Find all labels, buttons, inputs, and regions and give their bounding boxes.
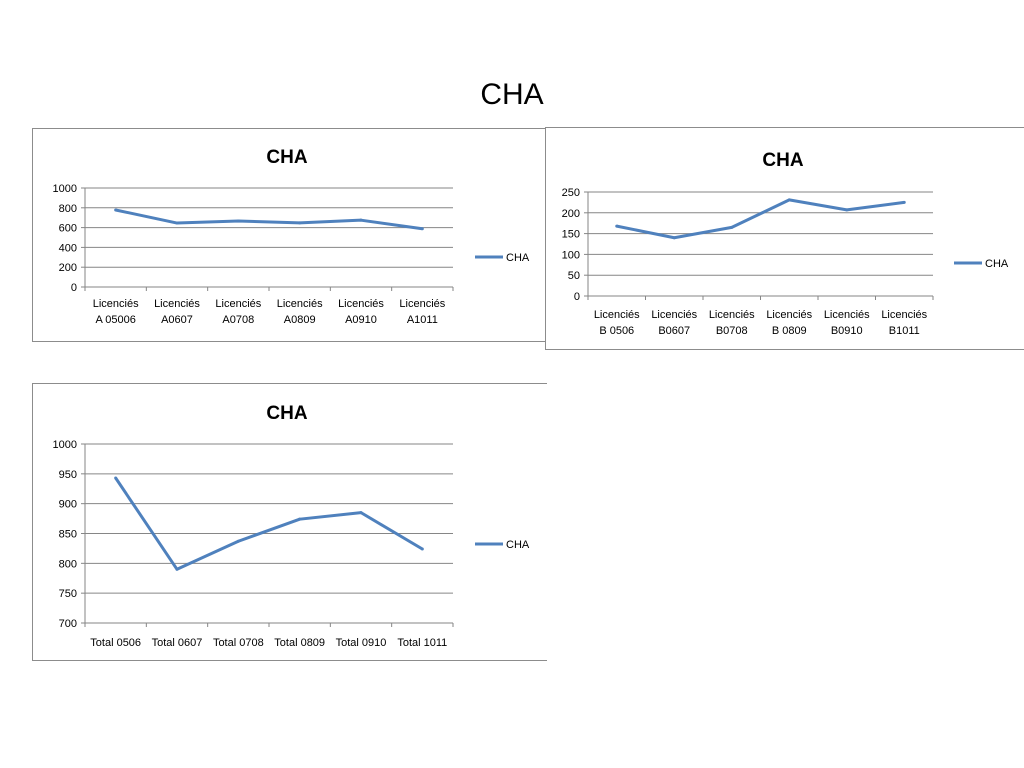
x-tick-label: Total 0708 xyxy=(213,637,264,649)
x-tick-label: A0708 xyxy=(222,314,254,326)
x-tick-label: Licenciés xyxy=(215,298,261,310)
x-tick-label: Licenciés xyxy=(277,298,323,310)
x-tick-label: Licenciés xyxy=(709,309,755,321)
y-tick-label: 750 xyxy=(59,588,77,600)
data-point xyxy=(730,225,734,229)
y-tick-label: 250 xyxy=(562,187,580,199)
x-tick-label: B0708 xyxy=(716,325,748,337)
x-tick-label: A0910 xyxy=(345,314,377,326)
series-line-cha xyxy=(115,208,423,231)
data-point xyxy=(359,218,363,222)
y-tick-label: 950 xyxy=(59,469,77,481)
data-point xyxy=(298,517,302,521)
y-tick-label: 1000 xyxy=(53,183,77,195)
chart-title: CHA xyxy=(762,150,803,171)
y-tick-label: 200 xyxy=(59,262,77,274)
x-tick-label: Licenciés xyxy=(824,309,870,321)
x-tick-label: Licenciés xyxy=(399,298,445,310)
x-tick-label: A1011 xyxy=(407,314,438,326)
data-point xyxy=(114,476,118,480)
data-point xyxy=(787,198,791,202)
data-point xyxy=(236,539,240,543)
data-point xyxy=(420,547,424,551)
data-point xyxy=(298,221,302,225)
data-point xyxy=(114,208,118,212)
y-tick-label: 800 xyxy=(59,203,77,215)
y-tick-label: 600 xyxy=(59,223,77,235)
y-tick-label: 100 xyxy=(562,249,580,261)
legend-label: CHA xyxy=(506,252,530,264)
data-point xyxy=(845,208,849,212)
y-tick-label: 0 xyxy=(71,282,77,294)
x-tick-label: B1011 xyxy=(889,325,920,337)
chart-total: CHA 700 750 800 850 900 950 1000 Total 0506 Total… xyxy=(32,383,547,661)
x-tick-label: Licenciés xyxy=(881,309,927,321)
x-tick-label: A0607 xyxy=(161,314,193,326)
chart-licencies-b: CHA 0 50 100 150 200 250 Licenciés B 0506 Licenci… xyxy=(545,127,1024,350)
chart-licencies-a: CHA 0 200 400 600 800 1000 Licenciés A 05006 Lice… xyxy=(32,128,547,342)
y-tick-label: 50 xyxy=(568,270,580,282)
x-tick-label: Licenciés xyxy=(651,309,697,321)
y-tick-label: 1000 xyxy=(53,439,77,451)
legend-label: CHA xyxy=(985,258,1009,270)
y-tick-label: 700 xyxy=(59,618,77,630)
x-tick-label: Licenciés xyxy=(338,298,384,310)
x-tick-label: Licenciés xyxy=(154,298,200,310)
data-point xyxy=(175,567,179,571)
slide-title: CHA xyxy=(480,78,544,111)
series-line-cha xyxy=(616,198,905,240)
x-tick-label: Licenciés xyxy=(93,298,139,310)
data-point xyxy=(420,227,424,231)
data-point xyxy=(615,224,619,228)
chart-title: CHA xyxy=(266,147,307,168)
x-tick-label: Licenciés xyxy=(594,309,640,321)
data-point xyxy=(175,221,179,225)
y-tick-label: 150 xyxy=(562,229,580,241)
data-point xyxy=(359,511,363,515)
x-tick-label: Total 0506 xyxy=(90,637,141,649)
y-tick-label: 200 xyxy=(562,208,580,220)
x-tick-label: Total 0809 xyxy=(274,637,325,649)
x-tick-label: Total 1011 xyxy=(397,637,447,649)
x-tick-label: B 0506 xyxy=(599,325,634,337)
data-point xyxy=(672,236,676,240)
legend-label: CHA xyxy=(506,539,530,551)
y-tick-label: 800 xyxy=(59,558,77,570)
x-tick-label: B0910 xyxy=(831,325,863,337)
series-line-cha xyxy=(114,477,424,571)
x-tick-label: A 05006 xyxy=(95,314,135,326)
chart-title: CHA xyxy=(266,403,307,424)
x-tick-label: Licenciés xyxy=(766,309,812,321)
x-tick-label: A0809 xyxy=(284,314,316,326)
y-tick-label: 400 xyxy=(59,242,77,254)
y-tick-label: 0 xyxy=(574,291,580,303)
x-tick-label: Total 0607 xyxy=(152,637,203,649)
x-tick-label: Total 0910 xyxy=(336,637,387,649)
data-point xyxy=(236,219,240,223)
y-tick-label: 900 xyxy=(59,499,77,511)
y-tick-label: 850 xyxy=(59,529,77,541)
data-point xyxy=(902,200,906,204)
x-tick-label: B0607 xyxy=(658,325,690,337)
x-tick-label: B 0809 xyxy=(772,325,807,337)
